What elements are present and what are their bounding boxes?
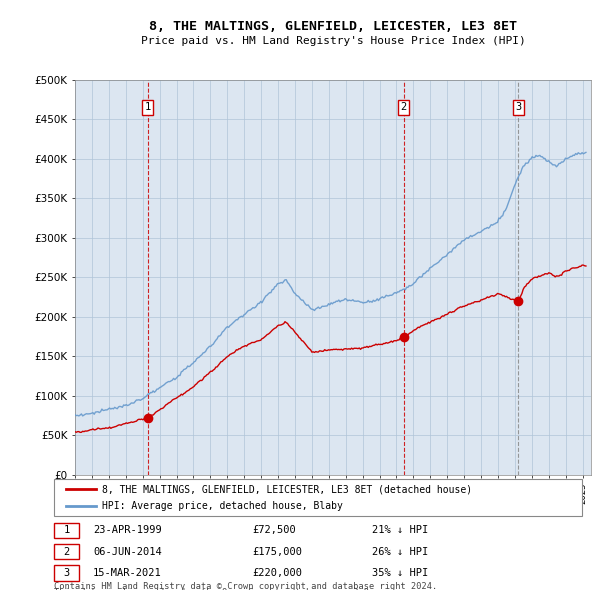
Text: 3: 3 xyxy=(515,102,521,112)
Text: Price paid vs. HM Land Registry's House Price Index (HPI): Price paid vs. HM Land Registry's House … xyxy=(140,37,526,46)
Text: 2: 2 xyxy=(401,102,407,112)
Text: Contains HM Land Registry data © Crown copyright and database right 2024.: Contains HM Land Registry data © Crown c… xyxy=(54,582,437,590)
Text: £72,500: £72,500 xyxy=(252,526,296,535)
Text: 1: 1 xyxy=(64,526,70,535)
Text: 26% ↓ HPI: 26% ↓ HPI xyxy=(372,547,428,556)
Text: 1: 1 xyxy=(145,102,151,112)
Text: 3: 3 xyxy=(64,568,70,578)
Text: 8, THE MALTINGS, GLENFIELD, LEICESTER, LE3 8ET (detached house): 8, THE MALTINGS, GLENFIELD, LEICESTER, L… xyxy=(102,484,472,494)
Text: This data is licensed under the Open Government Licence v3.0.: This data is licensed under the Open Gov… xyxy=(54,588,374,590)
Text: 8, THE MALTINGS, GLENFIELD, LEICESTER, LE3 8ET: 8, THE MALTINGS, GLENFIELD, LEICESTER, L… xyxy=(149,20,517,33)
Text: £175,000: £175,000 xyxy=(252,547,302,556)
Text: £220,000: £220,000 xyxy=(252,568,302,578)
Text: 15-MAR-2021: 15-MAR-2021 xyxy=(93,568,162,578)
Text: 35% ↓ HPI: 35% ↓ HPI xyxy=(372,568,428,578)
Text: 2: 2 xyxy=(64,547,70,556)
Text: 23-APR-1999: 23-APR-1999 xyxy=(93,526,162,535)
Text: HPI: Average price, detached house, Blaby: HPI: Average price, detached house, Blab… xyxy=(102,501,343,511)
Text: 21% ↓ HPI: 21% ↓ HPI xyxy=(372,526,428,535)
Text: 06-JUN-2014: 06-JUN-2014 xyxy=(93,547,162,556)
